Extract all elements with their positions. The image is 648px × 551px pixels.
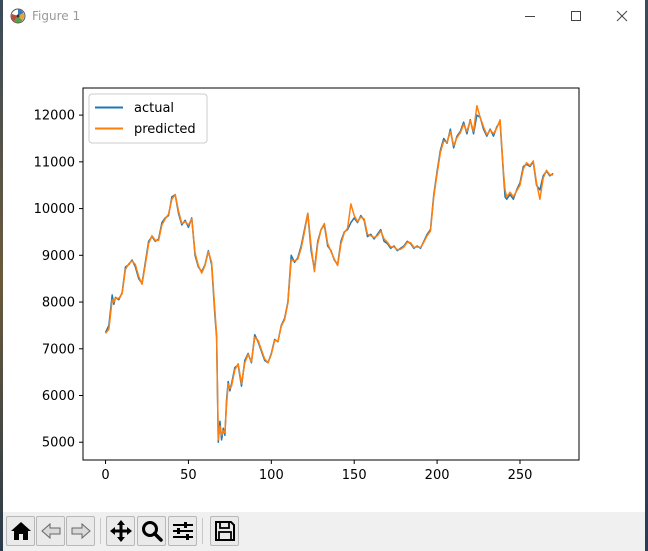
legend-label-predicted: predicted — [134, 122, 196, 137]
y-tick-label: 9000 — [42, 249, 75, 264]
maximize-icon — [571, 11, 581, 21]
x-tick-label: 0 — [101, 468, 109, 483]
back-button[interactable] — [36, 516, 65, 546]
pan-button[interactable] — [106, 516, 135, 546]
desktop-backdrop-right — [645, 0, 648, 551]
axes-background — [83, 88, 579, 460]
zoom-icon — [142, 521, 163, 542]
series-layer — [104, 105, 554, 443]
series-line-predicted — [104, 105, 554, 441]
zoom-button[interactable] — [137, 516, 166, 546]
y-tick-label: 8000 — [42, 296, 75, 311]
legend-box — [88, 93, 208, 144]
y-tick-label: 6000 — [42, 389, 75, 404]
save-icon — [215, 521, 235, 541]
x-tick-label: 150 — [342, 468, 367, 483]
home-icon — [11, 522, 31, 540]
home-button[interactable] — [6, 516, 35, 546]
forward-button[interactable] — [66, 516, 95, 546]
y-tick-label: 11000 — [34, 155, 75, 170]
axes-frame — [82, 87, 580, 461]
title-bar[interactable]: Figure 1 — [3, 0, 645, 32]
ticks-layer: 0 50 100 150 200 250 5000 6000 7000 8000 9000 10000… — [34, 109, 533, 483]
close-icon — [616, 10, 628, 22]
legend: actual predicted — [88, 93, 208, 144]
pan-icon — [110, 520, 132, 542]
navigation-toolbar — [3, 512, 645, 551]
save-button[interactable] — [210, 516, 239, 546]
y-tick-label: 10000 — [34, 202, 75, 217]
x-tick-label: 200 — [425, 468, 450, 483]
y-tick-label: 12000 — [34, 109, 75, 124]
configure-subplots-button[interactable] — [168, 516, 197, 546]
toolbar-separator — [202, 518, 203, 544]
legend-label-actual: actual — [134, 101, 174, 116]
plot-canvas[interactable]: 0 50 100 150 200 250 5000 6000 7000 8000 9000 10000… — [3, 32, 645, 512]
toolbar-separator — [100, 518, 101, 544]
configure-subplots-icon — [173, 522, 193, 540]
forward-icon — [71, 522, 91, 540]
minimize-icon — [525, 16, 535, 17]
y-tick-label: 7000 — [42, 342, 75, 357]
maximize-button[interactable] — [553, 0, 599, 32]
y-tick-label: 5000 — [42, 436, 75, 451]
back-icon — [41, 522, 61, 540]
matplotlib-logo-icon — [10, 8, 26, 24]
x-tick-label: 100 — [259, 468, 284, 483]
desktop-backdrop-left — [0, 0, 3, 551]
x-tick-label: 50 — [180, 468, 197, 483]
minimize-button[interactable] — [507, 0, 553, 32]
figure-window: Figure 1 0 50 100 150 200 250 5000 6000 7000 8000… — [3, 0, 645, 551]
close-button[interactable] — [599, 0, 645, 32]
window-title: Figure 1 — [32, 9, 81, 23]
x-tick-label: 250 — [508, 468, 533, 483]
